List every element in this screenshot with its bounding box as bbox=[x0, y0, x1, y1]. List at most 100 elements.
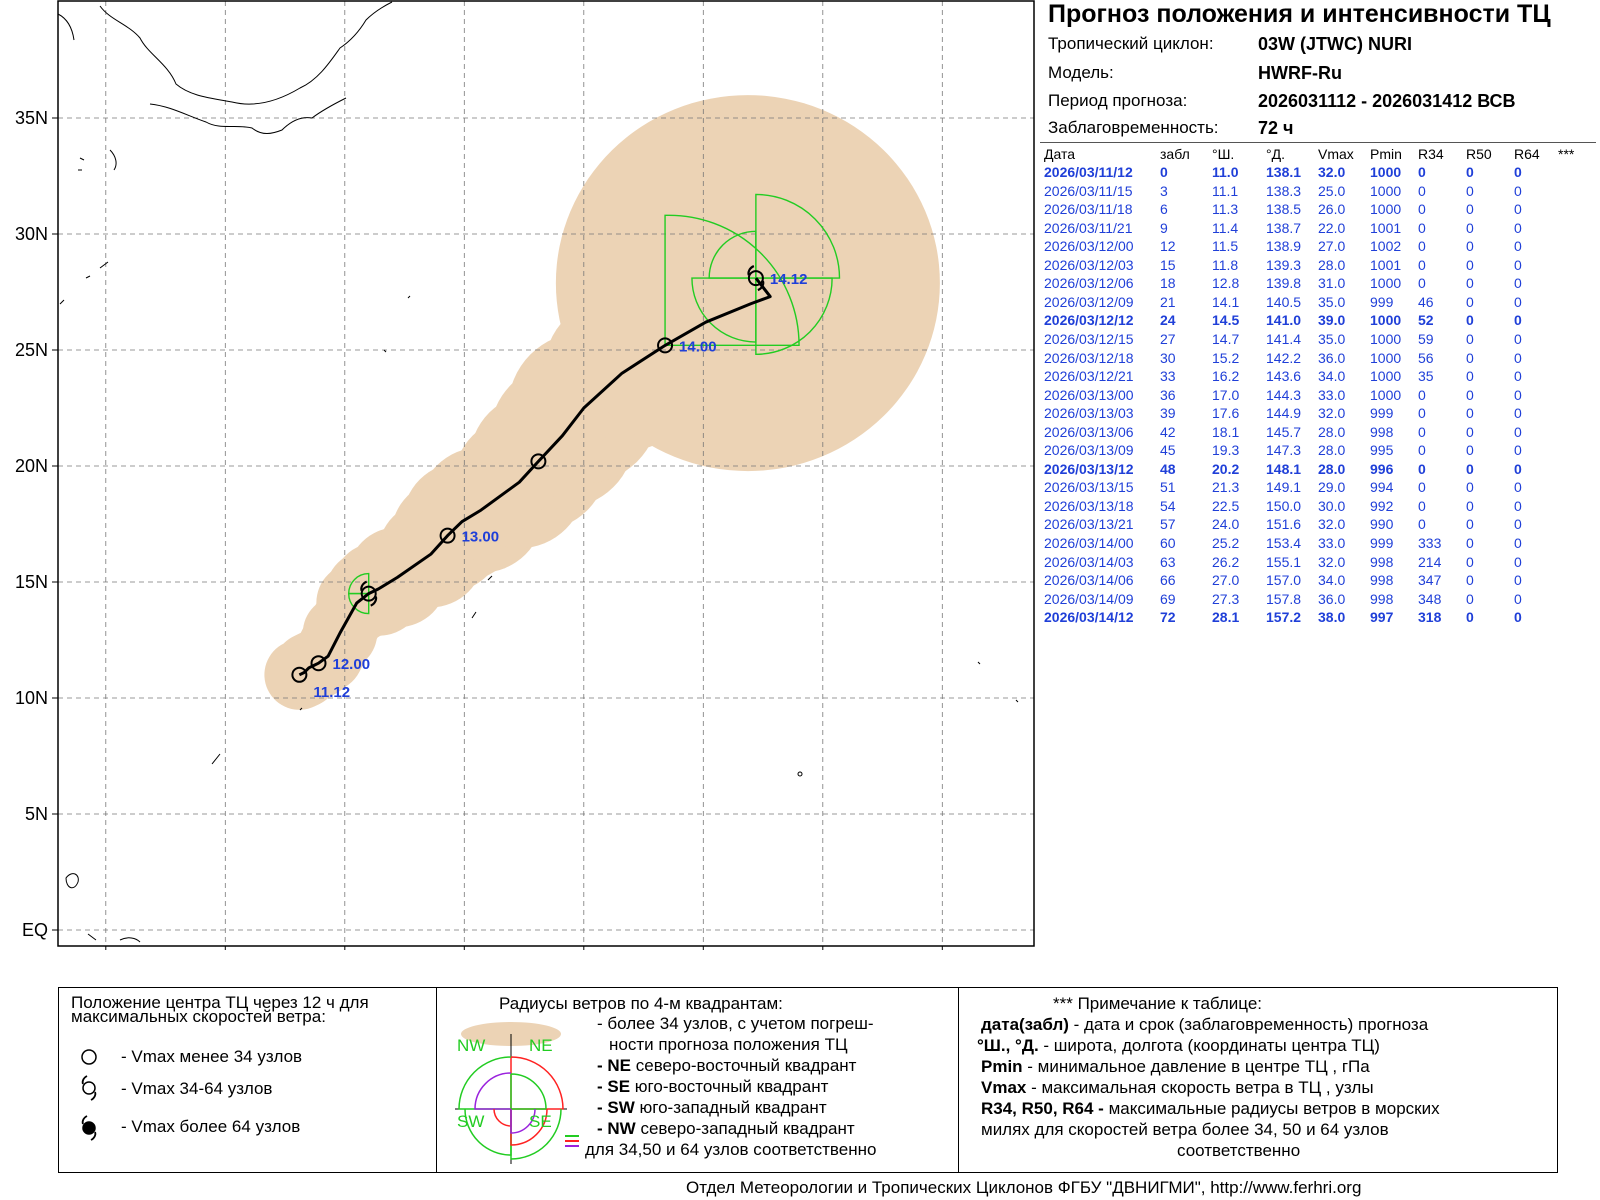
table-cell: 32.0 bbox=[1318, 553, 1346, 570]
table-cell: 151.6 bbox=[1266, 516, 1302, 533]
table-cell: 0 bbox=[1514, 312, 1522, 329]
table-cell: 38.0 bbox=[1318, 609, 1346, 626]
table-cell: 150.0 bbox=[1266, 497, 1302, 514]
table-cell: 2026/03/11/12 bbox=[1044, 164, 1133, 180]
coastline bbox=[57, 1, 1019, 943]
table-cell: 0 bbox=[1418, 238, 1426, 255]
table-cell: 1001 bbox=[1370, 219, 1402, 236]
table-cell: 18 bbox=[1160, 275, 1176, 292]
table-cell: 0 bbox=[1514, 479, 1522, 496]
table-cell: 2026/03/12/06 bbox=[1044, 275, 1134, 292]
table-cell: 25.2 bbox=[1212, 535, 1240, 551]
lat-tick-label: 25N bbox=[15, 340, 48, 360]
table-row: 2026/03/13/03 39 17.6 144.9 32.0 999 0 0 0 bbox=[1040, 405, 1596, 423]
cyclone-filled-icon bbox=[81, 1115, 97, 1141]
table-cell: 0 bbox=[1418, 460, 1426, 477]
table-cell: 12.8 bbox=[1212, 275, 1240, 292]
table-cell: 0 bbox=[1418, 497, 1426, 514]
table-cell: 26.2 bbox=[1212, 553, 1240, 570]
table-cell: 138.1 bbox=[1266, 164, 1302, 180]
table-row: 2026/03/13/09 45 19.3 147.3 28.0 995 0 0 0 bbox=[1040, 442, 1596, 460]
table-cell: 0 bbox=[1466, 331, 1474, 347]
table-cell: 999 bbox=[1370, 535, 1394, 551]
note-pmin: Pmin - минимальное давление в центре ТЦ … bbox=[981, 1057, 1370, 1077]
table-cell: 69 bbox=[1160, 590, 1176, 607]
track-date-label: 11.12 bbox=[313, 684, 350, 701]
table-row: 2026/03/11/21 9 11.4 138.7 22.0 1001 0 0 0 bbox=[1040, 220, 1596, 238]
track-position-marker bbox=[310, 655, 327, 672]
table-cell: 0 bbox=[1514, 219, 1522, 236]
note-text: - широта, долгота (координаты центра ТЦ) bbox=[1038, 1036, 1380, 1055]
table-cell: 2026/03/14/09 bbox=[1044, 590, 1134, 607]
table-cell: 45 bbox=[1160, 442, 1176, 459]
table-cell: 2026/03/13/09 bbox=[1044, 442, 1134, 459]
lat-tick-label: 20N bbox=[15, 456, 48, 476]
table-cell: 34.0 bbox=[1318, 368, 1346, 385]
table-cell: 0 bbox=[1418, 423, 1426, 440]
table-cell: 0 bbox=[1466, 182, 1474, 199]
table-cell: 155.1 bbox=[1266, 553, 1302, 570]
table-cell: 66 bbox=[1160, 572, 1176, 589]
table-cell: 0 bbox=[1514, 553, 1522, 570]
map-grid bbox=[58, 1, 1034, 946]
table-cell: 0 bbox=[1514, 609, 1522, 626]
table-cell: 0 bbox=[1514, 386, 1522, 403]
table-cell: 60 bbox=[1160, 535, 1176, 551]
table-cell: 34.0 bbox=[1318, 572, 1346, 589]
table-row: 2026/03/14/12 72 28.1 157.2 38.0 997 318 0 0 bbox=[1040, 609, 1596, 627]
note-date: дата(забл) - дата и срок (заблаговременн… bbox=[981, 1015, 1428, 1035]
table-cell: 24.0 bbox=[1212, 516, 1240, 533]
table-cell: 11.0 bbox=[1212, 164, 1239, 180]
meta-row-cyclone: Тропический циклон: 03W (JTWC) NURI bbox=[1048, 34, 1412, 54]
note-text: максимальные радиусы ветров в морских bbox=[1103, 1099, 1440, 1118]
meta-value: 03W (JTWC) NURI bbox=[1258, 34, 1412, 54]
table-row: 2026/03/14/06 66 27.0 157.0 34.0 998 347 0 0 bbox=[1040, 572, 1596, 590]
legend-table-notes: *** Примечание к таблице: дата(забл) - д… bbox=[958, 987, 1558, 1173]
table-cell: 20.2 bbox=[1212, 460, 1240, 477]
table-cell: 1000 bbox=[1370, 182, 1402, 199]
footer-credit: Отдел Метеорологии и Тропических Циклоно… bbox=[686, 1178, 1362, 1197]
table-cell: 999 bbox=[1370, 293, 1394, 310]
table-cell: 36.0 bbox=[1318, 590, 1346, 607]
table-cell: 51 bbox=[1160, 479, 1176, 496]
table-cell: 46 bbox=[1418, 293, 1434, 310]
radii-text-nw: северо-западный квадрант bbox=[640, 1119, 855, 1138]
table-cell: 1000 bbox=[1370, 164, 1402, 180]
table-cell: 32.0 bbox=[1318, 516, 1346, 533]
table-cell: 2026/03/12/21 bbox=[1044, 368, 1134, 385]
table-cell: 27.0 bbox=[1318, 238, 1346, 255]
table-cell: 998 bbox=[1370, 590, 1394, 607]
table-cell: 1000 bbox=[1370, 386, 1402, 403]
table-cell: 2026/03/14/00 bbox=[1044, 535, 1134, 551]
track-date-label: 13.00 bbox=[462, 529, 500, 546]
table-row: 2026/03/12/21 33 16.2 143.6 34.0 1000 35 0 0 bbox=[1040, 368, 1596, 386]
circle-symbol-icon bbox=[81, 1049, 97, 1065]
table-cell: 348 bbox=[1418, 590, 1442, 607]
table-cell: 14.5 bbox=[1212, 312, 1240, 329]
table-cell: 157.8 bbox=[1266, 590, 1302, 607]
table-cell: 0 bbox=[1514, 460, 1522, 477]
note-text: - минимальное давление в центре ТЦ , гПа bbox=[1022, 1057, 1370, 1076]
table-row: 2026/03/11/12 0 11.0 138.1 32.0 1000 0 0 0 bbox=[1040, 164, 1596, 182]
legend-positions: Положение центра ТЦ через 12 ч для макси… bbox=[58, 987, 437, 1173]
table-cell: 32.0 bbox=[1318, 164, 1346, 180]
info-panel: Прогноз положения и интенсивности ТЦ Тро… bbox=[1040, 0, 1596, 945]
table-row: 2026/03/12/00 12 11.5 138.9 27.0 1002 0 0 0 bbox=[1040, 238, 1596, 256]
column-header: °Д. bbox=[1266, 146, 1285, 162]
quadrant-label-se: SE bbox=[529, 1112, 552, 1131]
lat-tick-label: 35N bbox=[15, 108, 48, 128]
meta-label: Модель: bbox=[1048, 63, 1114, 82]
table-cell: 2026/03/12/18 bbox=[1044, 349, 1134, 366]
column-header: Дата bbox=[1044, 146, 1076, 162]
table-cell: 0 bbox=[1514, 349, 1522, 366]
nw-quadrant-arc bbox=[458, 1056, 512, 1110]
table-cell: 998 bbox=[1370, 553, 1394, 570]
table-cell: 0 bbox=[1514, 182, 1522, 199]
table-cell: 42 bbox=[1160, 423, 1176, 440]
table-cell: 26.0 bbox=[1318, 201, 1346, 218]
track-position-marker bbox=[747, 270, 764, 287]
table-cell: 0 bbox=[1418, 182, 1426, 199]
table-cell: 0 bbox=[1466, 609, 1474, 626]
column-header: R34 bbox=[1418, 146, 1444, 162]
